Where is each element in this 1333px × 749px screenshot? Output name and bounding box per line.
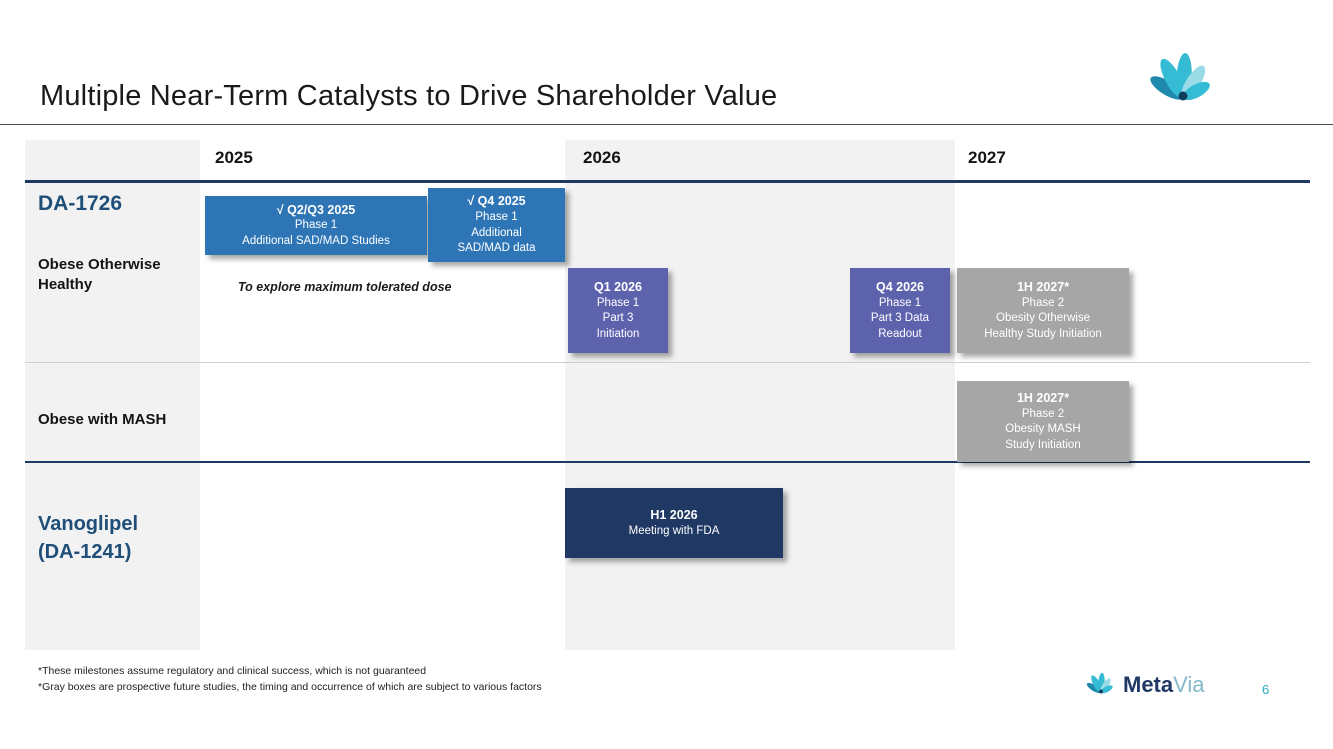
indication-label-obese-otherwise-healthy: Obese Otherwise Healthy bbox=[38, 256, 161, 293]
milestone-title: √ Q4 2025 bbox=[467, 194, 526, 209]
milestone-line: Phase 1 bbox=[475, 211, 518, 224]
program-label-vanoglipel: Vanoglipel (DA-1241) bbox=[38, 510, 138, 566]
milestone-line: Healthy Study Initiation bbox=[984, 327, 1102, 340]
splash-logo-icon-small bbox=[1086, 672, 1113, 694]
milestone-line: Phase 1 bbox=[294, 219, 338, 232]
milestone-title: H1 2026 bbox=[650, 507, 698, 522]
page-number: 6 bbox=[1262, 682, 1270, 697]
program-label-vanoglipel-line1: Vanoglipel bbox=[38, 513, 139, 535]
milestone-title: Q4 2026 bbox=[876, 279, 924, 294]
milestone-title: √ Q2/Q3 2025 bbox=[276, 202, 356, 217]
milestone-title: 1H 2027* bbox=[1016, 390, 1070, 405]
milestone-line: Phase 2 bbox=[1021, 296, 1065, 309]
brand-wordmark: MetaVia bbox=[1123, 672, 1205, 698]
milestone-line: Phase 2 bbox=[1021, 407, 1065, 420]
milestone-line: SAD/MAD data bbox=[457, 242, 536, 255]
program-label-da1726: DA-1726 bbox=[38, 192, 123, 215]
title-divider bbox=[0, 124, 1333, 125]
milestone-line: Readout bbox=[878, 327, 922, 340]
brand-meta-text: Meta bbox=[1123, 672, 1174, 697]
milestone-part3-readout: Q4 2026 Phase 1 Part 3 Data Readout bbox=[850, 268, 950, 353]
footer-brand: MetaVia bbox=[1085, 672, 1205, 698]
milestone-line: Phase 1 bbox=[596, 296, 640, 309]
milestone-line: Study Initiation bbox=[1005, 438, 1081, 451]
brand-via-text: Via bbox=[1173, 672, 1205, 697]
milestone-line: Obesity MASH bbox=[1005, 423, 1081, 436]
footnote-1: *These milestones assume regulatory and … bbox=[38, 665, 427, 677]
milestone-title: 1H 2027* bbox=[1016, 279, 1070, 294]
milestone-line: Initiation bbox=[596, 327, 640, 340]
year-header-2026: 2026 bbox=[583, 148, 621, 167]
page-title: Multiple Near-Term Catalysts to Drive Sh… bbox=[40, 80, 778, 112]
program-label-vanoglipel-line2: (DA-1241) bbox=[38, 541, 132, 563]
milestone-fda-meeting: H1 2026 Meeting with FDA bbox=[565, 488, 783, 558]
milestone-sadmad-studies: √ Q2/Q3 2025 Phase 1 Additional SAD/MAD … bbox=[205, 196, 427, 255]
milestone-line: Phase 1 bbox=[878, 296, 922, 309]
year-2026-column-band bbox=[565, 140, 955, 650]
label-column-band bbox=[25, 140, 200, 650]
milestone-line: Part 3 Data bbox=[870, 312, 930, 325]
milestone-line: Part 3 bbox=[602, 312, 634, 325]
header-divider bbox=[25, 180, 1310, 183]
milestone-line: Meeting with FDA bbox=[628, 524, 720, 537]
indication-label-obese-with-mash: Obese with MASH bbox=[38, 411, 167, 428]
row-divider-light bbox=[25, 362, 1310, 363]
milestone-line: Obesity Otherwise bbox=[996, 312, 1090, 325]
milestone-obesity-otherwise-healthy-phase2: 1H 2027* Phase 2 Obesity Otherwise Healt… bbox=[957, 268, 1129, 353]
milestone-title: Q1 2026 bbox=[594, 279, 642, 294]
dose-note: To explore maximum tolerated dose bbox=[238, 280, 452, 294]
company-logo-icon bbox=[1146, 52, 1220, 115]
footnote-2: *Gray boxes are prospective future studi… bbox=[38, 681, 542, 693]
milestone-sadmad-data: √ Q4 2025 Phase 1 Additional SAD/MAD dat… bbox=[428, 188, 565, 262]
year-header-2027: 2027 bbox=[968, 148, 1006, 167]
milestone-line: Additional SAD/MAD Studies bbox=[242, 234, 390, 247]
milestone-line: Additional bbox=[471, 226, 522, 239]
splash-logo-icon bbox=[1150, 53, 1210, 101]
milestone-obesity-mash-phase2: 1H 2027* Phase 2 Obesity MASH Study Init… bbox=[957, 381, 1129, 462]
row-divider-navy bbox=[25, 461, 1310, 463]
milestone-part3-initiation: Q1 2026 Phase 1 Part 3 Initiation bbox=[568, 268, 668, 353]
year-header-2025: 2025 bbox=[215, 148, 253, 167]
